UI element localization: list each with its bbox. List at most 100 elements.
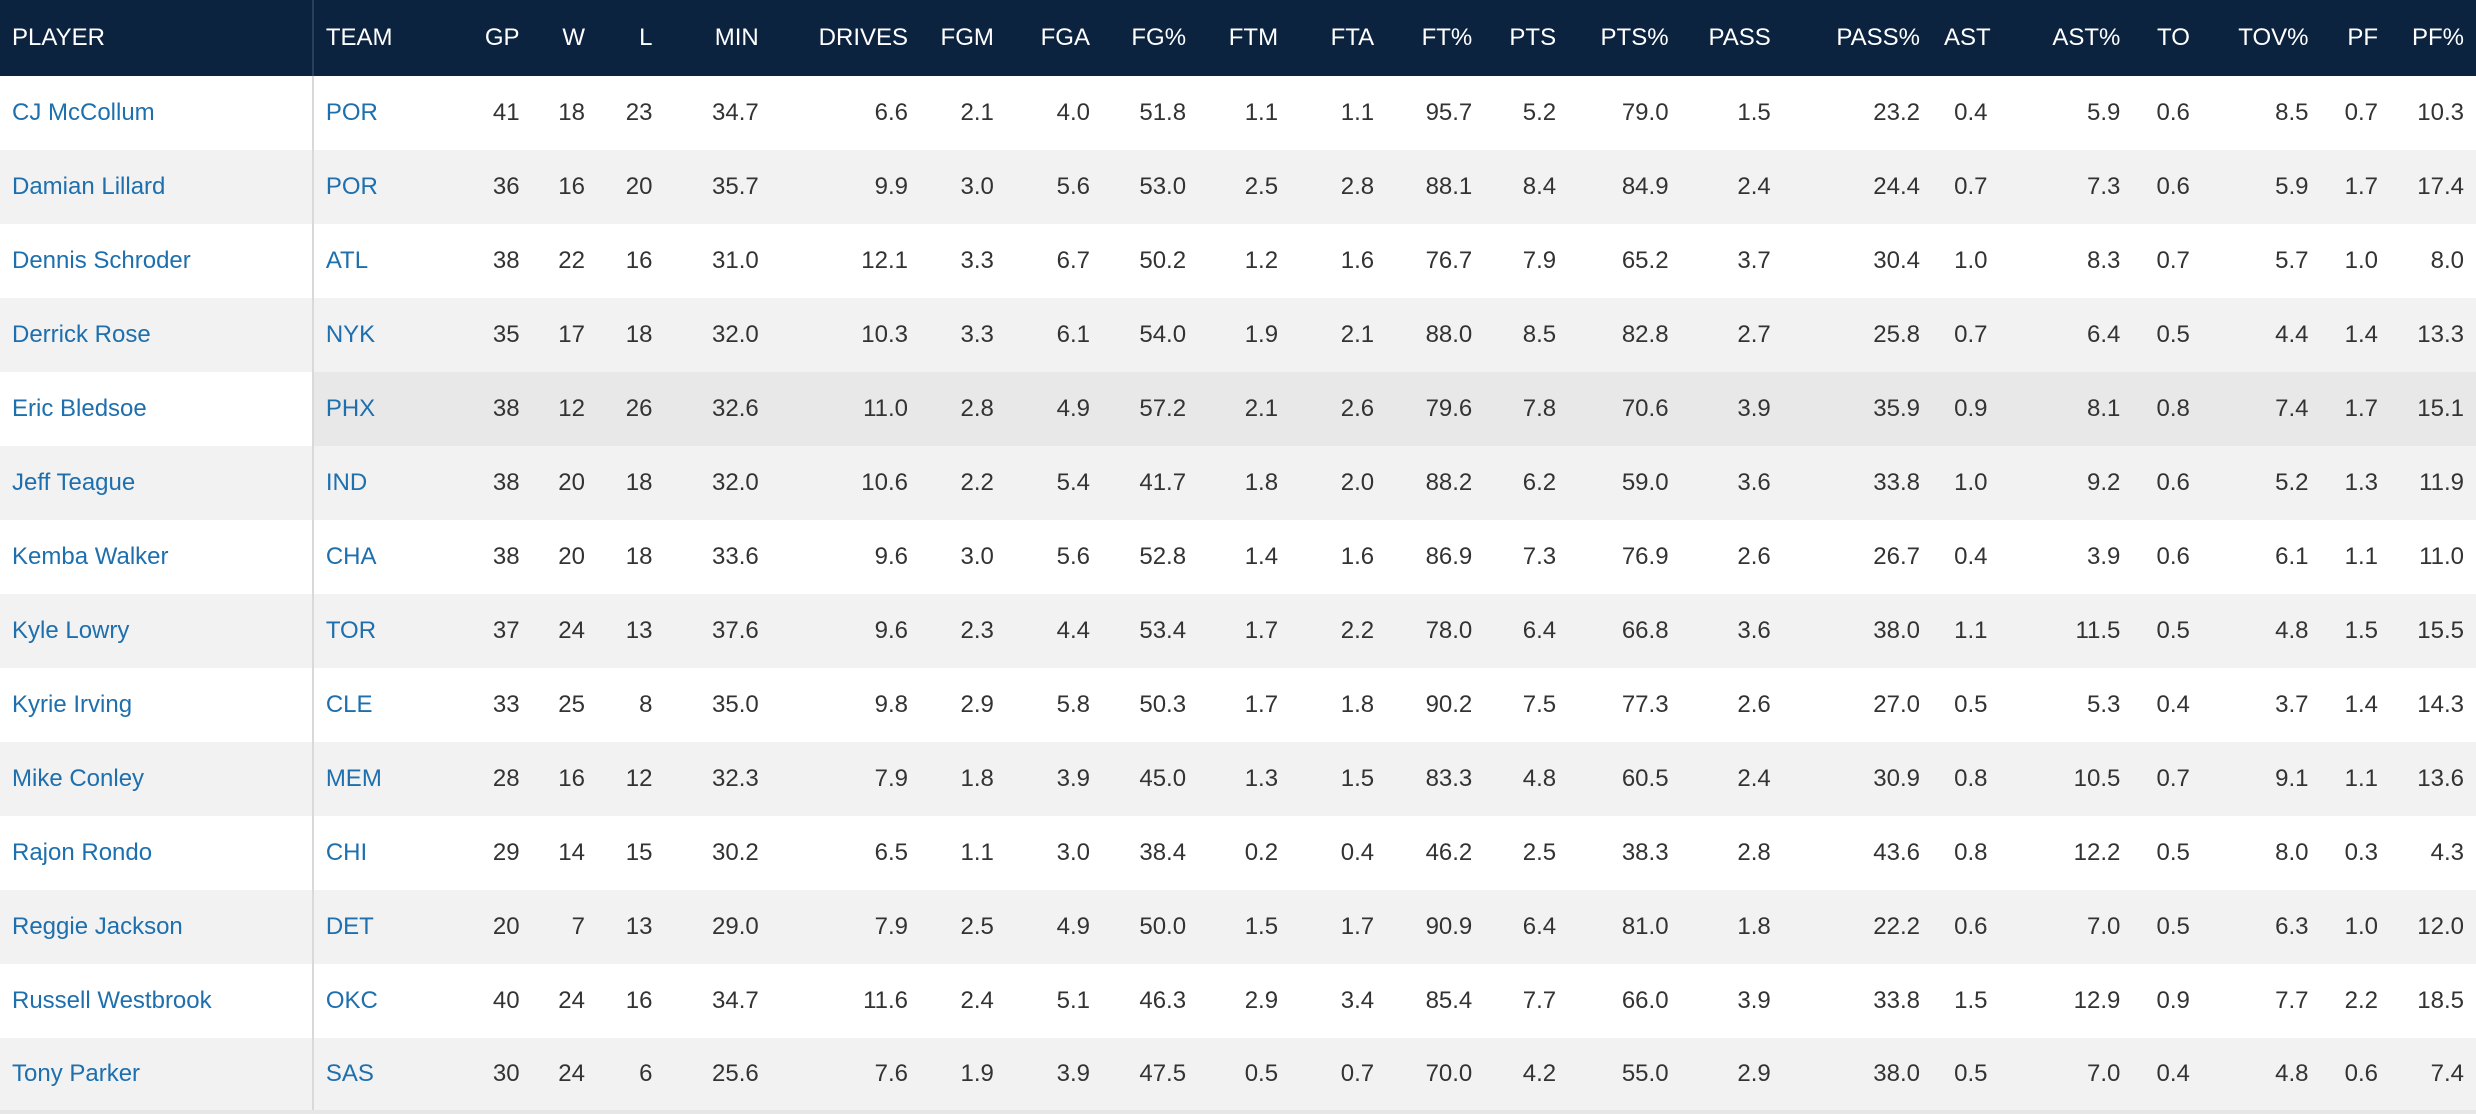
team-link[interactable]: NYK xyxy=(325,321,376,348)
player-name-link[interactable]: Damian Lillard xyxy=(0,150,314,224)
cell-w: 24 xyxy=(558,617,585,644)
cell-fta: 2.6 xyxy=(1340,395,1375,422)
cell-pass-pct: 38.0 xyxy=(1873,617,1921,644)
player-name-link[interactable]: Eric Bledsoe xyxy=(0,372,314,446)
cell-pass: 2.8 xyxy=(1737,839,1771,866)
cell-pass: 2.6 xyxy=(1737,543,1771,570)
cell-l: 18 xyxy=(625,321,653,348)
team-link[interactable]: IND xyxy=(325,469,368,496)
cell-ast-pct: 7.0 xyxy=(2087,913,2121,940)
player-name-link[interactable]: Reggie Jackson xyxy=(0,890,314,964)
column-header-ast[interactable]: AST xyxy=(1944,24,1991,51)
column-header-player[interactable]: PLAYER xyxy=(0,0,314,76)
cell-gp: 28 xyxy=(492,765,520,792)
column-header-min[interactable]: MIN xyxy=(714,24,759,51)
column-header-ft-pct[interactable]: FT% xyxy=(1421,24,1473,51)
player-name-link[interactable]: Rajon Rondo xyxy=(0,816,314,890)
team-link[interactable]: CLE xyxy=(325,691,373,718)
cell-ftm: 0.5 xyxy=(1244,1060,1279,1087)
column-header-fta[interactable]: FTA xyxy=(1330,24,1375,51)
column-header-pass[interactable]: PASS xyxy=(1708,24,1771,51)
cell-pass: 3.7 xyxy=(1737,247,1771,274)
column-header-tov-pct[interactable]: TOV% xyxy=(2238,24,2309,51)
team-link[interactable]: PHX xyxy=(325,395,376,422)
player-name-link[interactable]: Jeff Teague xyxy=(0,446,314,520)
cell-gp: 37 xyxy=(492,617,520,644)
cell-pass-pct: 22.2 xyxy=(1873,913,1921,940)
cell-l: 12 xyxy=(625,765,653,792)
team-link[interactable]: SAS xyxy=(325,1060,374,1087)
cell-fga: 5.4 xyxy=(1056,469,1090,496)
cell-fg-pct: 41.7 xyxy=(1139,469,1187,496)
cell-min: 34.7 xyxy=(712,987,759,1014)
cell-ft-pct: 95.7 xyxy=(1425,99,1473,126)
cell-ast: 1.0 xyxy=(1954,469,1988,496)
team-link[interactable]: MEM xyxy=(325,765,382,792)
cell-pf: 0.7 xyxy=(2344,99,2378,126)
cell-to: 0.5 xyxy=(2156,321,2190,348)
cell-pass: 1.8 xyxy=(1737,913,1771,940)
column-header-pts[interactable]: PTS xyxy=(1509,24,1557,51)
player-name-link[interactable]: Russell Westbrook xyxy=(0,964,314,1038)
cell-pts-pct: 84.9 xyxy=(1621,173,1669,200)
cell-gp: 38 xyxy=(492,543,520,570)
player-name-link[interactable]: Tony Parker xyxy=(0,1038,314,1112)
column-header-fg-pct[interactable]: FG% xyxy=(1131,24,1187,51)
column-header-to[interactable]: TO xyxy=(2156,24,2190,51)
column-header-pf-pct[interactable]: PF% xyxy=(2411,24,2464,51)
player-name-link[interactable]: Dennis Schroder xyxy=(0,224,314,298)
cell-tov-pct: 7.7 xyxy=(2275,987,2309,1014)
column-header-fgm[interactable]: FGM xyxy=(940,24,994,51)
cell-to: 0.6 xyxy=(2156,173,2190,200)
team-link[interactable]: POR xyxy=(325,99,378,126)
cell-ast: 0.6 xyxy=(1954,913,1988,940)
cell-l: 13 xyxy=(625,617,653,644)
table-row: Rajon Rondo CHI 29 14 15 30.2 6.5 1.1 3.0 38.4 0.2… xyxy=(0,816,2476,890)
team-link[interactable]: TOR xyxy=(325,617,377,644)
column-header-pts-pct[interactable]: PTS% xyxy=(1600,24,1669,51)
column-header-pf[interactable]: PF xyxy=(2347,24,2378,51)
column-header-ftm[interactable]: FTM xyxy=(1228,24,1279,51)
cell-fgm: 3.0 xyxy=(960,543,994,570)
cell-min: 32.0 xyxy=(712,321,759,348)
cell-fga: 4.0 xyxy=(1056,99,1090,126)
player-name-link[interactable]: Kyle Lowry xyxy=(0,594,314,668)
cell-ft-pct: 88.1 xyxy=(1425,173,1473,200)
cell-ast-pct: 7.3 xyxy=(2087,173,2121,200)
team-link[interactable]: CHI xyxy=(325,839,368,866)
team-link[interactable]: OKC xyxy=(325,987,378,1014)
column-header-pass-pct[interactable]: PASS% xyxy=(1836,24,1921,51)
team-link[interactable]: POR xyxy=(325,173,378,200)
player-name-link[interactable]: Kyrie Irving xyxy=(0,668,314,742)
cell-pass: 2.6 xyxy=(1737,691,1771,718)
column-header-w[interactable]: W xyxy=(562,24,585,51)
cell-fga: 6.1 xyxy=(1056,321,1090,348)
column-header-fga[interactable]: FGA xyxy=(1040,24,1090,51)
player-name-link[interactable]: Mike Conley xyxy=(0,742,314,816)
cell-l: 18 xyxy=(625,469,653,496)
cell-pts: 7.3 xyxy=(1522,543,1557,570)
table-row: Tony Parker SAS 30 24 6 25.6 7.6 1.9 3.9 47.5 0.5 0… xyxy=(0,1038,2476,1112)
cell-l: 6 xyxy=(639,1060,653,1087)
team-link[interactable]: ATL xyxy=(325,247,369,274)
cell-gp: 33 xyxy=(492,691,520,718)
team-link[interactable]: CHA xyxy=(325,543,377,570)
cell-tov-pct: 4.8 xyxy=(2275,1060,2309,1087)
column-header-l[interactable]: L xyxy=(639,24,653,51)
player-name-link[interactable]: Kemba Walker xyxy=(0,520,314,594)
column-header-drives[interactable]: DRIVES xyxy=(818,24,909,51)
column-header-ast-pct[interactable]: AST% xyxy=(2052,24,2121,51)
cell-pf: 1.7 xyxy=(2344,395,2378,422)
player-name-link[interactable]: CJ McCollum xyxy=(0,76,314,150)
cell-pf: 0.3 xyxy=(2344,839,2378,866)
column-header-team[interactable]: TEAM xyxy=(325,24,393,51)
cell-pts-pct: 65.2 xyxy=(1621,247,1669,274)
cell-w: 17 xyxy=(558,321,585,348)
cell-pass-pct: 35.9 xyxy=(1873,395,1921,422)
player-name-link[interactable]: Derrick Rose xyxy=(0,298,314,372)
cell-fg-pct: 47.5 xyxy=(1139,1060,1187,1087)
team-link[interactable]: DET xyxy=(325,913,374,940)
column-header-gp[interactable]: GP xyxy=(484,24,520,51)
cell-drives: 7.6 xyxy=(874,1060,909,1087)
cell-fgm: 2.8 xyxy=(960,395,994,422)
